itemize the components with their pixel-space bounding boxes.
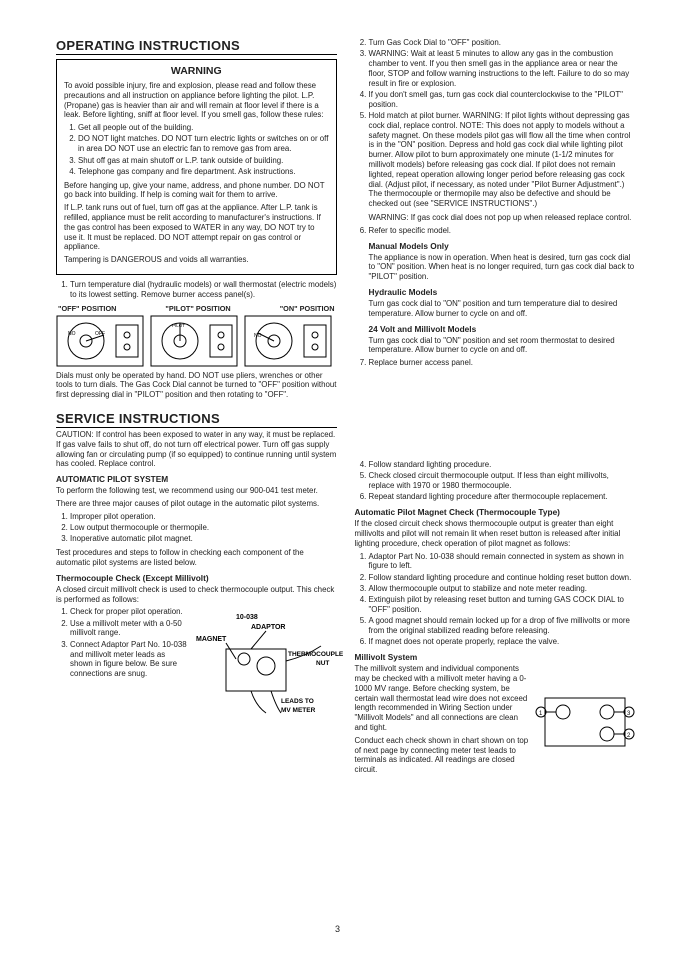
dial-diagrams: NO OFF PILOT NO	[56, 315, 337, 367]
op-step-7: Replace burner access panel.	[369, 358, 636, 368]
mv-text-block: The millivolt system and individual comp…	[355, 664, 530, 778]
dial-position-labels: "OFF" POSITION "PILOT" POSITION "ON" POS…	[58, 304, 335, 313]
op-step-6: Refer to specific model.	[369, 226, 636, 236]
svg-text:PILOT: PILOT	[172, 323, 185, 328]
svg-text:2: 2	[627, 733, 631, 739]
page-number: 3	[0, 924, 675, 934]
op-step: WARNING: Wait at least 5 minutes to allo…	[369, 49, 636, 88]
tc-step: Connect Adaptor Part No. 10-038 and mill…	[70, 640, 190, 679]
service-instructions-heading: SERVICE INSTRUCTIONS	[56, 411, 337, 428]
tc-steps-and-figure: Check for proper pilot operation. Use a …	[56, 607, 337, 726]
fig-label-leads2: MV METER	[281, 707, 316, 714]
tc-check-heading: Thermocouple Check (Except Millivolt)	[56, 573, 337, 583]
dial-label-off: "OFF" POSITION	[58, 304, 116, 313]
manual-models-text: The appliance is now in operation. When …	[369, 253, 636, 282]
dial-pilot-icon: PILOT	[150, 315, 238, 367]
dial-note: Dials must only be operated by hand. DO …	[56, 371, 337, 400]
apm-step: Follow standard lighting procedure and c…	[369, 573, 636, 583]
millivolt-system-heading: Millivolt System	[355, 652, 636, 662]
operating-instructions-heading: OPERATING INSTRUCTIONS	[56, 38, 337, 55]
warning-intro: To avoid possible injury, fire and explo…	[64, 81, 329, 120]
aps-tests: Test procedures and steps to follow in c…	[56, 548, 337, 568]
apm-intro: If the closed circuit check shows thermo…	[355, 519, 636, 548]
warning-rule: Telephone gas company and fire departmen…	[78, 167, 329, 177]
thermocouple-figure: 10-038 ADAPTOR MAGNET THERMOCOUPLE NUT L…	[196, 611, 346, 726]
mv-section: The millivolt system and individual comp…	[355, 664, 636, 778]
warning-rule: DO NOT light matches. DO NOT turn electr…	[78, 134, 329, 154]
aps-intro: To perform the following test, we recomm…	[56, 486, 337, 496]
fig-label-magnet: MAGNET	[196, 636, 227, 643]
svg-text:NO: NO	[68, 331, 76, 337]
operating-steps-cont: Turn Gas Cock Dial to "OFF" position. WA…	[355, 38, 636, 209]
24v-millivolt-heading: 24 Volt and Millivolt Models	[369, 324, 636, 334]
warning-tamper: Tampering is DANGEROUS and voids all war…	[64, 255, 329, 265]
tc-intro: A closed circuit millivolt check is used…	[56, 585, 337, 605]
thermocouple-diagram-icon: 10-038 ADAPTOR MAGNET THERMOCOUPLE NUT L…	[196, 611, 346, 721]
warning-box: WARNING To avoid possible injury, fire a…	[56, 59, 337, 275]
fig-label-nut: NUT	[316, 660, 329, 667]
apm-step: Allow thermocouple output to stabilize a…	[369, 584, 636, 594]
tc-step: Check for proper pilot operation.	[70, 607, 190, 617]
warning-lp: If L.P. tank runs out of fuel, turn off …	[64, 203, 329, 252]
warning-rule: Shut off gas at main shutoff or L.P. tan…	[78, 156, 329, 166]
left-column: OPERATING INSTRUCTIONS WARNING To avoid …	[56, 38, 337, 778]
aps-causes-intro: There are three major causes of pilot ou…	[56, 499, 337, 509]
aps-cause: Inoperative automatic pilot magnet.	[70, 534, 337, 544]
hydraulic-models-heading: Hydraulic Models	[369, 287, 636, 297]
warning-popup: WARNING: If gas cock dial does not pop u…	[355, 213, 636, 223]
svc-step: Follow standard lighting procedure.	[369, 460, 636, 470]
mv-text2: Conduct each check shown in chart shown …	[355, 736, 530, 775]
warning-title: WARNING	[64, 65, 329, 77]
svc-step: Check closed circuit thermocouple output…	[369, 471, 636, 491]
aps-cause: Low output thermocouple or thermopile.	[70, 523, 337, 533]
svg-text:1: 1	[539, 711, 543, 717]
fig-label-adaptor: ADAPTOR	[251, 624, 285, 631]
mv-text1: The millivolt system and individual comp…	[355, 664, 530, 733]
aps-causes-list: Improper pilot operation. Low output the…	[56, 512, 337, 544]
apm-step: A good magnet should remain locked up fo…	[369, 616, 636, 636]
apm-step: Adaptor Part No. 10-038 should remain co…	[369, 552, 636, 572]
fig-label-tcnut: THERMOCOUPLE	[288, 651, 344, 658]
op-step: Turn Gas Cock Dial to "OFF" position.	[369, 38, 636, 48]
warning-mid: Before hanging up, give your name, addre…	[64, 181, 329, 201]
tc-step: Use a millivolt meter with a 0-50 milliv…	[70, 619, 190, 639]
apm-list: Adaptor Part No. 10-038 should remain co…	[355, 552, 636, 648]
warning-rules-list: Get all people out of the building. DO N…	[64, 123, 329, 176]
hydraulic-models-text: Turn gas cock dial to "ON" position and …	[369, 299, 636, 319]
tc-steps-list: Check for proper pilot operation. Use a …	[56, 607, 190, 680]
service-right-list: Follow standard lighting procedure. Chec…	[355, 460, 636, 502]
op-step-6-list: Refer to specific model.	[355, 226, 636, 236]
fig-label-part: 10-038	[236, 614, 258, 621]
right-column: Turn Gas Cock Dial to "OFF" position. WA…	[355, 38, 636, 778]
page: OPERATING INSTRUCTIONS WARNING To avoid …	[0, 0, 675, 954]
op-step-1: Turn temperature dial (hydraulic models)…	[70, 280, 337, 300]
apm-step: If magnet does not operate properly, rep…	[369, 637, 636, 647]
apm-step: Extinguish pilot by releasing reset butt…	[369, 595, 636, 615]
svg-text:3: 3	[627, 711, 631, 717]
manual-models-heading: Manual Models Only	[369, 241, 636, 251]
dial-on-icon: NO	[244, 315, 332, 367]
aps-heading: AUTOMATIC PILOT SYSTEM	[56, 474, 337, 484]
service-caution: CAUTION: If control has been exposed to …	[56, 430, 337, 469]
fig-label-leads1: LEADS TO	[281, 698, 314, 705]
model-sections: Manual Models Only The appliance is now …	[355, 241, 636, 356]
dial-label-pilot: "PILOT" POSITION	[165, 304, 230, 313]
dial-off-icon: NO OFF	[56, 315, 144, 367]
svc-step: Repeat standard lighting procedure after…	[369, 492, 636, 502]
two-column-layout: OPERATING INSTRUCTIONS WARNING To avoid …	[56, 38, 635, 778]
op-step: If you don't smell gas, turn gas cock di…	[369, 90, 636, 110]
op-step-7-list: Replace burner access panel.	[355, 358, 636, 368]
apm-heading: Automatic Pilot Magnet Check (Thermocoup…	[355, 507, 636, 517]
24v-millivolt-text: Turn gas cock dial to "ON" position and …	[369, 336, 636, 356]
operating-steps: Turn temperature dial (hydraulic models)…	[56, 280, 337, 300]
mv-terminals-icon: 1 3 2	[535, 690, 635, 760]
aps-cause: Improper pilot operation.	[70, 512, 337, 522]
op-step: Hold match at pilot burner. WARNING: If …	[369, 111, 636, 209]
warning-rule: Get all people out of the building.	[78, 123, 329, 133]
dial-label-on: "ON" POSITION	[280, 304, 335, 313]
